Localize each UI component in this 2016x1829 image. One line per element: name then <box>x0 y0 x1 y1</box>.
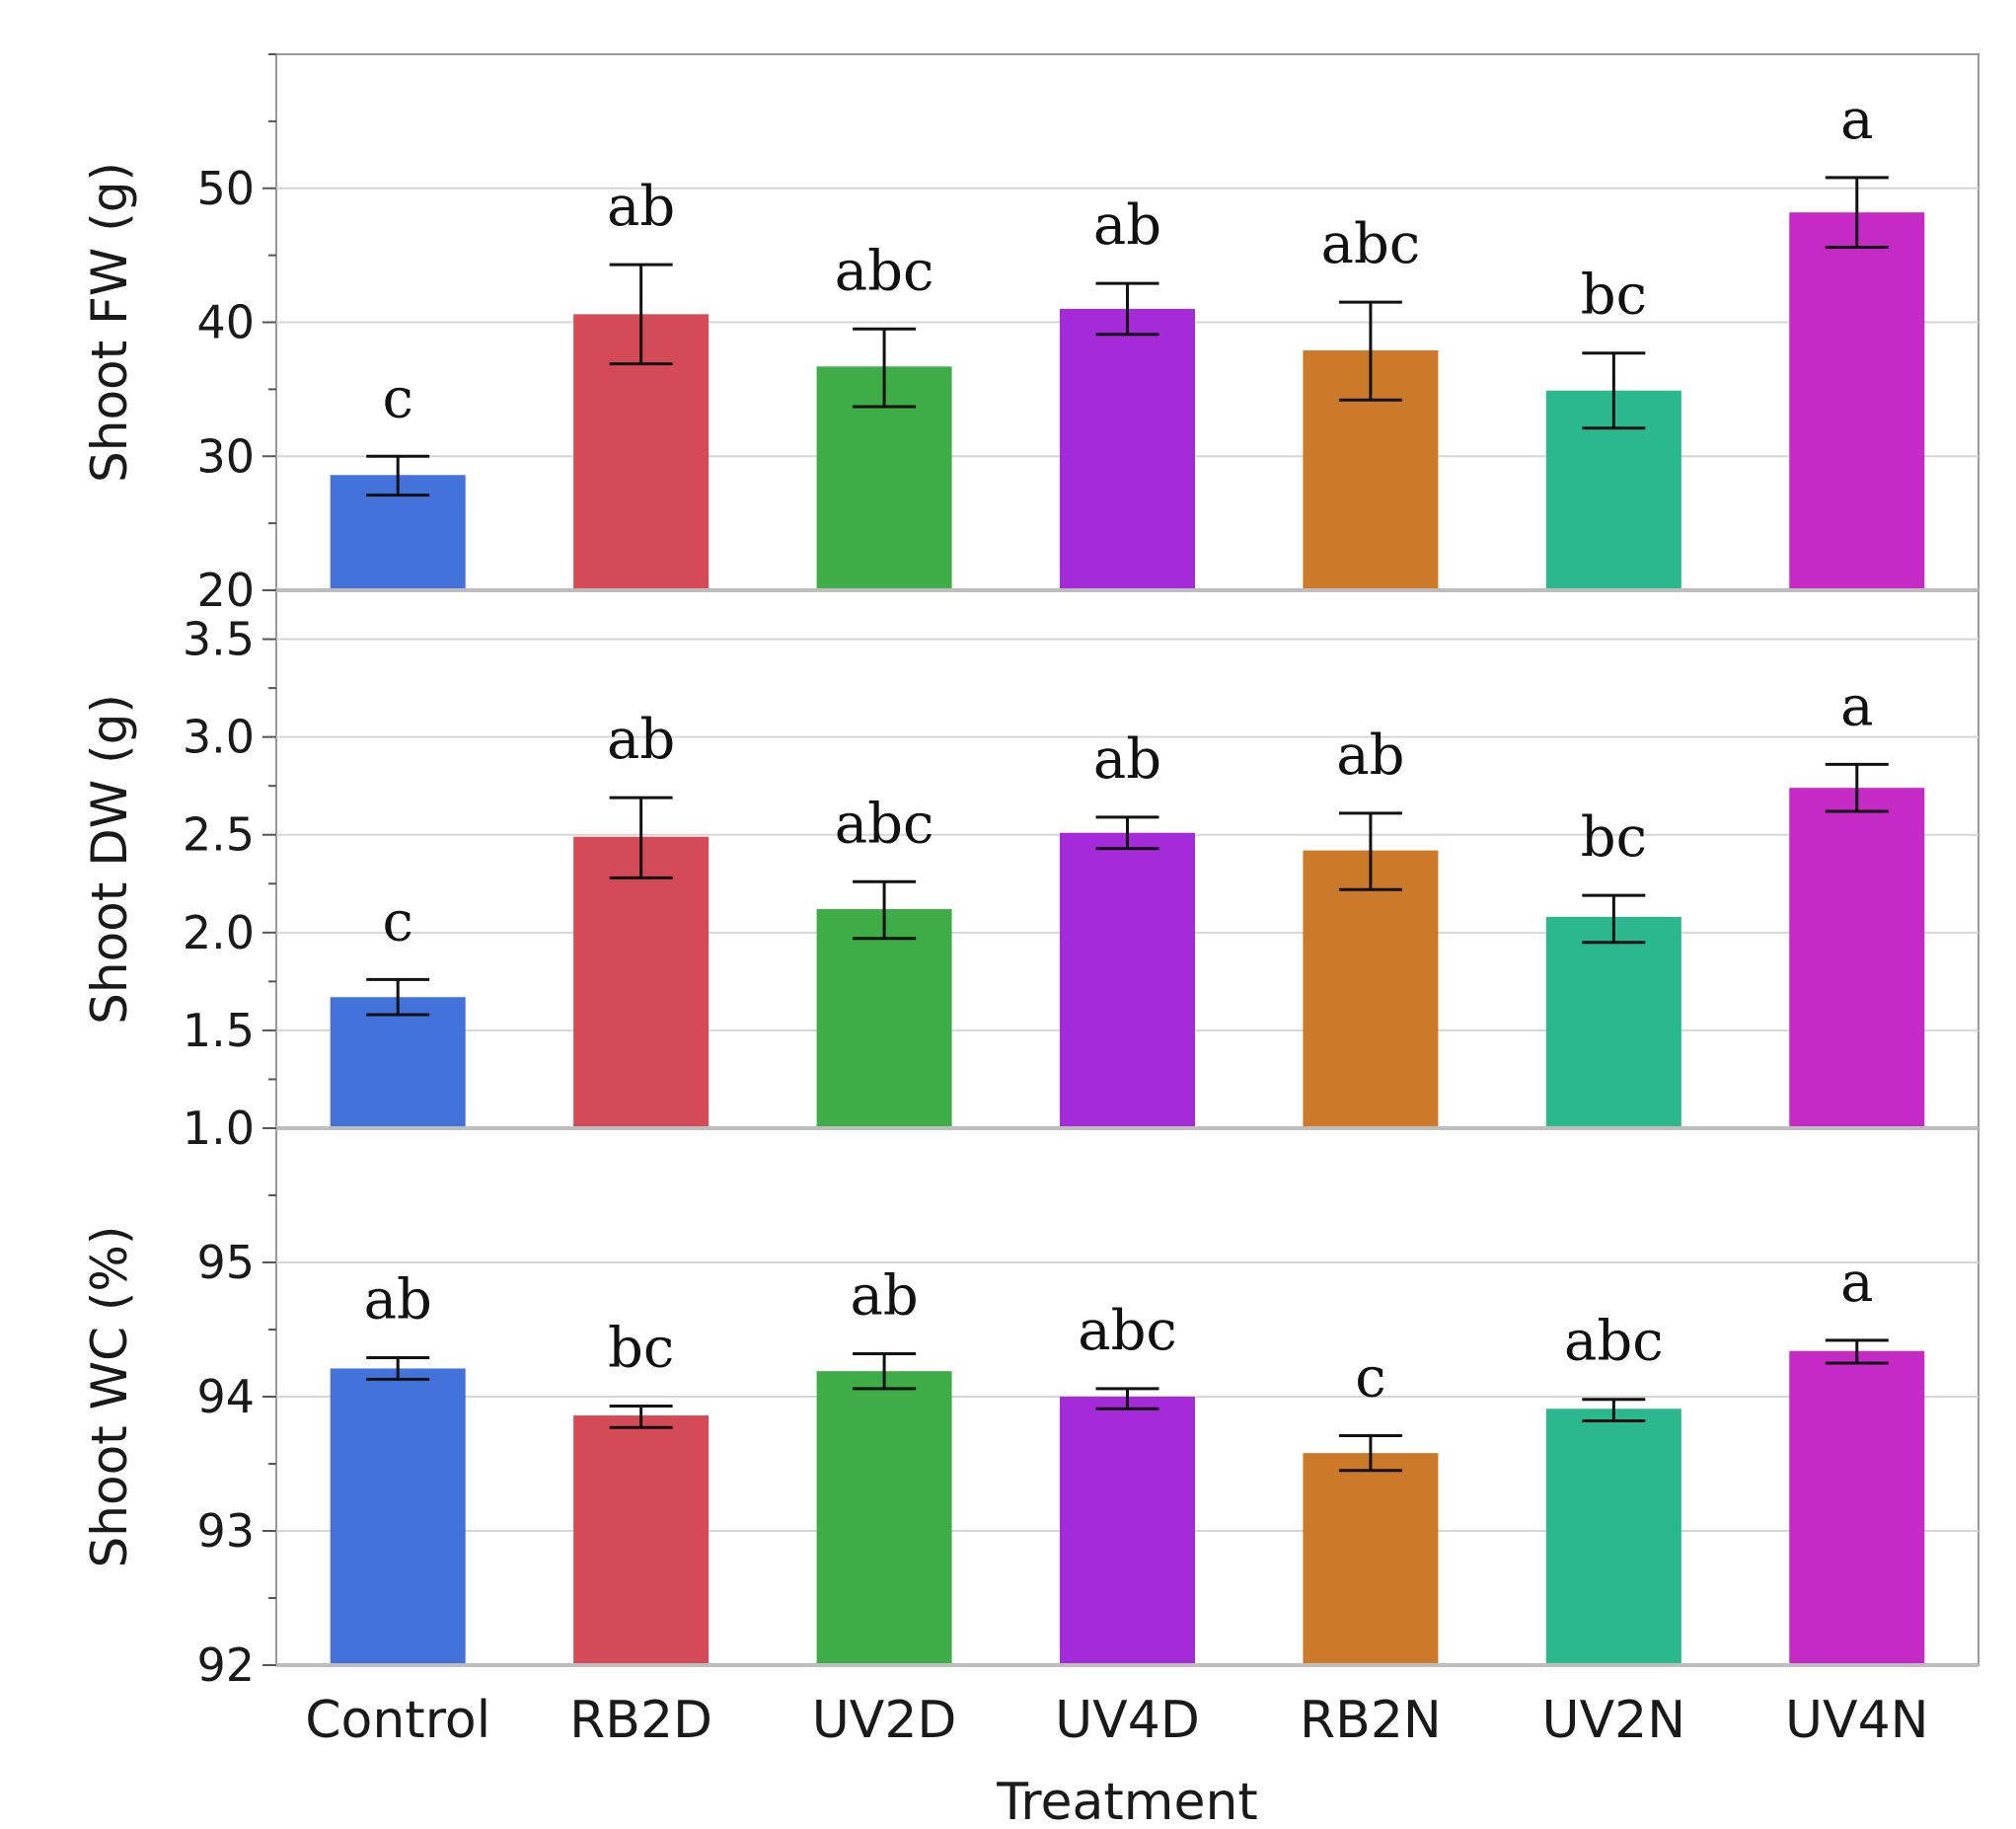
y-tick-label: 93 <box>196 1504 255 1558</box>
significance-letter: ab <box>607 175 675 239</box>
y-axis-label: Shoot FW (g) <box>81 162 138 483</box>
significance-letter: c <box>383 366 413 430</box>
bar-uv4n <box>1789 212 1925 590</box>
bar-rb2n <box>1303 1453 1439 1665</box>
bar-uv2d <box>816 909 952 1128</box>
x-tick-label: RB2N <box>1300 1691 1442 1750</box>
x-tick-label: UV4D <box>1055 1691 1200 1750</box>
bar-uv2n <box>1545 916 1681 1128</box>
x-tick-label: UV4N <box>1785 1691 1929 1750</box>
bar-control <box>330 997 466 1128</box>
significance-letter: ab <box>850 1263 918 1328</box>
y-tick-label: 40 <box>196 296 255 349</box>
significance-letter: bc <box>1581 805 1647 870</box>
bar-uv4n <box>1789 788 1925 1128</box>
significance-letter: abc <box>1564 1310 1664 1374</box>
panel-1: 20 30 40 50 Shoot FW (g) c ab abc ab abc bc a <box>81 53 1979 617</box>
significance-letter: ab <box>1336 724 1404 788</box>
significance-letter: ab <box>364 1268 432 1333</box>
significance-letter: abc <box>835 792 934 856</box>
significance-letter: abc <box>1078 1299 1177 1363</box>
y-tick-label: 3.0 <box>183 711 255 764</box>
y-tick-label: 94 <box>196 1370 255 1423</box>
y-tick-label: 20 <box>196 564 255 617</box>
significance-letter: a <box>1840 1251 1873 1315</box>
significance-letter: a <box>1840 674 1873 738</box>
bar-uv4d <box>1060 1397 1195 1665</box>
significance-letter: a <box>1840 88 1873 152</box>
bar-rb2d <box>573 1415 709 1665</box>
bar-rb2n <box>1303 850 1439 1128</box>
bar-uv4d <box>1060 832 1195 1128</box>
significance-letter: bc <box>608 1317 674 1381</box>
y-tick-label: 2.5 <box>183 808 255 862</box>
bar-uv2d <box>816 1371 952 1665</box>
y-tick-label: 3.5 <box>183 613 255 666</box>
x-axis-label: Treatment <box>996 1773 1258 1829</box>
y-tick-label: 1.5 <box>183 1004 255 1057</box>
significance-letter: ab <box>1093 193 1161 258</box>
significance-letter: abc <box>835 239 934 303</box>
x-tick-label: RB2D <box>569 1691 712 1750</box>
y-axis-label: Shoot DW (g) <box>81 694 138 1025</box>
y-tick-label: 92 <box>196 1638 255 1692</box>
x-tick-label: UV2N <box>1542 1691 1686 1750</box>
y-tick-label: 2.0 <box>183 906 255 959</box>
significance-letter: ab <box>1093 727 1161 792</box>
y-tick-label: 1.0 <box>183 1102 255 1155</box>
significance-letter: c <box>1355 1345 1385 1410</box>
bar-uv4n <box>1789 1350 1925 1665</box>
significance-letter: ab <box>607 708 675 772</box>
y-tick-label: 30 <box>196 429 255 483</box>
y-tick-label: 95 <box>196 1236 255 1289</box>
bar-rb2d <box>573 836 709 1128</box>
y-tick-label: 50 <box>196 162 255 215</box>
significance-letter: bc <box>1581 264 1647 328</box>
bar-uv4d <box>1060 308 1195 590</box>
x-tick-label: UV2D <box>812 1691 957 1750</box>
significance-letter: abc <box>1321 212 1421 276</box>
y-axis-label: Shoot WC (%) <box>81 1226 138 1568</box>
panel-3: 92 93 94 95 Shoot WC (%) ab bc ab abc c abc a <box>81 1127 1979 1692</box>
significance-letter: c <box>383 889 413 953</box>
x-tick-label: Control <box>305 1691 490 1750</box>
bar-control <box>330 1368 466 1665</box>
bar-uv2n <box>1545 1409 1681 1665</box>
